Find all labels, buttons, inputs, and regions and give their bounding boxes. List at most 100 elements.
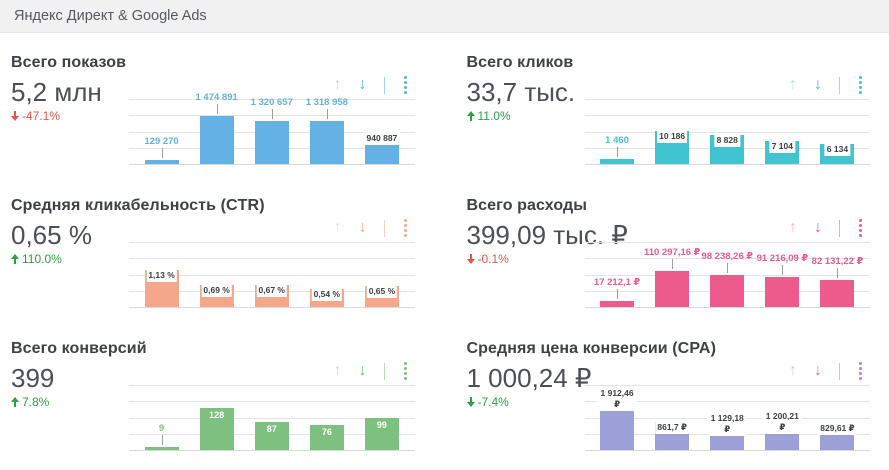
bar-value-label: 1 320 657 bbox=[250, 97, 293, 108]
bar[interactable]: 10 186 bbox=[655, 130, 690, 164]
bar[interactable]: 1 460 bbox=[600, 135, 635, 164]
chart-zone: ↑ ↓ 9 128 87 76 99 bbox=[129, 359, 415, 451]
bar[interactable]: 1 320 657 bbox=[251, 97, 293, 164]
sort-ascending-icon[interactable]: ↑ bbox=[333, 76, 342, 93]
bar[interactable]: 128 bbox=[199, 408, 234, 450]
bar-value-label: 1,13 % bbox=[146, 269, 177, 283]
bar[interactable]: 1 318 958 bbox=[306, 97, 348, 164]
gridline bbox=[129, 242, 415, 243]
bar-value-label: 1 200,21 ₽ bbox=[762, 410, 803, 435]
bar-value-label: 829,61 ₽ bbox=[818, 422, 857, 436]
bar[interactable]: 82 131,22 ₽ bbox=[812, 256, 863, 307]
label-connector bbox=[837, 268, 839, 278]
bar[interactable]: 76 bbox=[309, 425, 344, 450]
sort-descending-icon[interactable]: ↓ bbox=[358, 76, 367, 93]
sort-descending-icon[interactable]: ↓ bbox=[358, 362, 367, 379]
bar[interactable]: 0,54 % bbox=[309, 288, 344, 307]
sort-ascending-icon[interactable]: ↑ bbox=[333, 219, 342, 236]
bar[interactable]: 1,13 % bbox=[144, 269, 179, 307]
toolbar-divider bbox=[383, 362, 385, 380]
bar[interactable]: 1 474 891 bbox=[196, 92, 238, 164]
kpi-delta: 11.0% bbox=[466, 109, 585, 123]
bar-value-label: 76 bbox=[321, 427, 332, 437]
kpi-card: Всего кликов 33,7 тыс. 11.0% ↑ ↓ 1 460 10… bbox=[466, 53, 870, 184]
bar-value-label: 1 912,46 ₽ bbox=[597, 387, 638, 412]
more-options-icon[interactable] bbox=[857, 219, 864, 237]
toolbar-divider bbox=[383, 219, 385, 237]
bar[interactable]: 1 200,21 ₽ bbox=[762, 410, 803, 450]
bar[interactable]: 1 912,46 ₽ bbox=[597, 387, 638, 450]
more-options-icon[interactable] bbox=[402, 76, 409, 94]
bar[interactable]: 0,69 % bbox=[199, 284, 234, 307]
kpi-summary: 0,65 % 110.0% bbox=[11, 216, 129, 307]
bar-value-label: 98 238,26 ₽ bbox=[701, 251, 753, 262]
bar[interactable]: 87 bbox=[254, 422, 289, 450]
more-options-icon[interactable] bbox=[857, 362, 864, 380]
bar[interactable]: 91 216,09 ₽ bbox=[757, 253, 808, 307]
label-connector bbox=[617, 289, 619, 299]
card-title: Всего расходы bbox=[466, 197, 588, 214]
delta-arrow-icon bbox=[11, 254, 19, 264]
bar[interactable]: 0,65 % bbox=[364, 285, 399, 307]
toolbar-divider bbox=[839, 219, 840, 237]
bar[interactable]: 110 297,16 ₽ bbox=[644, 247, 700, 307]
bar[interactable]: 829,61 ₽ bbox=[818, 422, 857, 450]
bar[interactable]: 99 bbox=[364, 418, 399, 450]
sort-ascending-icon[interactable]: ↑ bbox=[789, 219, 797, 236]
sort-descending-icon[interactable]: ↓ bbox=[358, 219, 367, 236]
kpi-value: 33,7 тыс. bbox=[466, 77, 576, 107]
bar-value-label: 17 212,1 ₽ bbox=[593, 277, 641, 288]
bar[interactable]: 6 134 bbox=[820, 143, 855, 164]
sort-descending-icon[interactable]: ↓ bbox=[814, 362, 822, 379]
bar-value-label: 99 bbox=[376, 420, 387, 430]
kpi-value: 5,2 млн bbox=[11, 77, 102, 107]
gridline bbox=[129, 274, 415, 276]
bar[interactable]: 17 212,1 ₽ bbox=[594, 277, 640, 307]
chart-zone: ↑ ↓ 1 460 10 186 8 828 7 104 6 134 bbox=[584, 73, 870, 165]
kpi-delta: -0.1% bbox=[466, 252, 585, 266]
toolbar-divider bbox=[839, 76, 840, 94]
gridline bbox=[584, 307, 870, 308]
bar[interactable]: 98 238,26 ₽ bbox=[701, 251, 753, 307]
bar[interactable]: 1 129,18 ₽ bbox=[707, 412, 748, 450]
bar-chart: 1,13 % 0,69 % 0,67 % 0,54 % 0,65 % bbox=[129, 242, 415, 308]
more-options-icon[interactable] bbox=[402, 219, 409, 237]
bar-value-label: 861,7 ₽ bbox=[655, 421, 689, 435]
sort-descending-icon[interactable]: ↓ bbox=[814, 76, 822, 93]
bar[interactable]: 129 270 bbox=[144, 136, 179, 164]
chart-zone: ↑ ↓ 1 912,46 ₽ 861,7 ₽ 1 129,18 ₽ 1 200,21 … bbox=[584, 359, 870, 451]
bar-value-label: 128 bbox=[209, 410, 225, 420]
bar[interactable]: 8 828 bbox=[710, 134, 745, 164]
gridline bbox=[584, 131, 870, 133]
bar[interactable]: 940 887 bbox=[364, 132, 400, 164]
bar-value-label: 0,69 % bbox=[201, 284, 232, 298]
bar[interactable]: 861,7 ₽ bbox=[655, 421, 690, 450]
label-connector bbox=[727, 263, 729, 273]
sort-ascending-icon[interactable]: ↑ bbox=[333, 362, 342, 379]
bar-value-label: 10 186 bbox=[657, 130, 688, 144]
more-options-icon[interactable] bbox=[857, 76, 864, 94]
sort-descending-icon[interactable]: ↓ bbox=[814, 219, 822, 236]
gridline bbox=[129, 385, 415, 386]
more-options-icon[interactable] bbox=[402, 362, 409, 380]
label-connector bbox=[271, 109, 273, 119]
bar[interactable]: 0,67 % bbox=[254, 284, 289, 307]
bar-value-label: 7 104 bbox=[769, 140, 795, 154]
gridline bbox=[584, 258, 870, 260]
kpi-card: Средняя кликабельность (CTR) 0,65 % 110.… bbox=[11, 196, 415, 327]
delta-text: 11.0% bbox=[477, 109, 511, 123]
bar-value-label: 1 474 891 bbox=[195, 92, 238, 103]
kpi-summary: 399,09 тыс. ₽ -0.1% bbox=[466, 216, 628, 307]
bar[interactable]: 7 104 bbox=[765, 140, 800, 164]
kpi-card: Всего конверсий 399 7.8% ↑ ↓ 9 128 87 76 99 bbox=[11, 339, 415, 470]
label-connector bbox=[161, 148, 163, 158]
kpi-delta: -7.4% bbox=[466, 395, 585, 409]
bar-chart: 9 128 87 76 99 bbox=[129, 385, 415, 451]
report-header: Яндекс Директ & Google Ads bbox=[0, 0, 889, 33]
kpi-value: 399,09 тыс. ₽ bbox=[466, 220, 628, 250]
sort-ascending-icon[interactable]: ↑ bbox=[789, 362, 797, 379]
bar[interactable]: 9 bbox=[144, 423, 179, 450]
chart-zone: ↑ ↓ 17 212,1 ₽ 110 297,16 ₽98 238,26 ₽91 … bbox=[584, 216, 870, 308]
sort-ascending-icon[interactable]: ↑ bbox=[789, 76, 797, 93]
bar-value-label: 91 216,09 ₽ bbox=[756, 253, 809, 264]
